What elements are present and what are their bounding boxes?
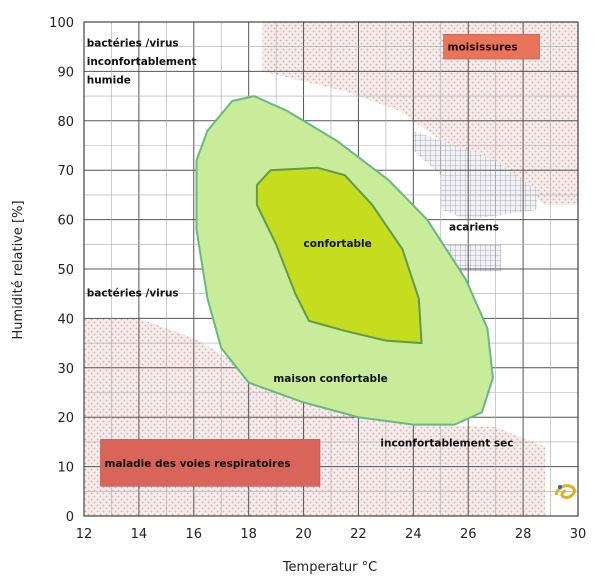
y-tick-label: 0	[66, 510, 74, 525]
x-axis-title: Temperatur °C	[282, 560, 377, 575]
region-label-2: humide	[87, 74, 131, 86]
x-tick-label: 30	[570, 527, 587, 542]
region-label-4: confortable	[304, 238, 372, 250]
badge-1	[100, 439, 321, 487]
regions-layer	[195, 95, 494, 426]
region-label-1: inconfortablement	[87, 56, 197, 68]
region-labels-layer: bactéries /virus inconfortablement humide b…	[87, 38, 514, 450]
x-tick-label: 26	[460, 527, 477, 542]
y-tick-label: 50	[57, 263, 74, 278]
plot-frame	[83, 21, 579, 517]
badge-0	[443, 34, 540, 60]
region-label-6: maison confortable	[273, 373, 387, 385]
region-label-5: acariens	[449, 221, 499, 233]
y-tick-label: 10	[57, 461, 74, 476]
logo-icon	[554, 484, 576, 499]
y-tick-label: 20	[57, 411, 74, 426]
badge-label-0: moisissures	[448, 42, 518, 54]
mite-mesh-zone-small	[446, 244, 502, 272]
x-tick-label: 24	[405, 527, 422, 542]
y-tick-label: 40	[57, 312, 74, 327]
x-tick-label: 14	[131, 527, 148, 542]
y-tick-label: 30	[57, 362, 74, 377]
y-tick-label: 70	[57, 164, 74, 179]
badge-label-1: maladie des voies respiratoires	[104, 458, 290, 470]
x-tick-label: 28	[515, 527, 532, 542]
badges-layer: moisissures maladie des voies respiratoir…	[100, 34, 540, 487]
x-tick-label: 18	[240, 527, 257, 542]
y-tick-label: 90	[57, 65, 74, 80]
region-label-3: bactéries /virus	[87, 288, 179, 300]
mite-mesh-zone	[413, 130, 537, 220]
tick-labels-layer: 12 14 16 18 20 22 24 26 28 30 0 10 20 30 40 50 60 70 80 90 1…	[49, 16, 586, 542]
y-tick-label: 60	[57, 214, 74, 229]
region-1	[255, 166, 423, 345]
hatched-zone-0	[262, 22, 578, 205]
x-tick-label: 12	[76, 527, 93, 542]
x-tick-label: 16	[186, 527, 203, 542]
y-tick-label: 100	[49, 16, 74, 31]
y-tick-label: 80	[57, 115, 74, 130]
x-tick-label: 22	[350, 527, 367, 542]
region-label-0: bactéries /virus	[87, 38, 179, 50]
region-label-7: inconfortablement sec	[380, 437, 513, 449]
x-tick-label: 20	[295, 527, 312, 542]
y-axis-title: Humidité relative [%]	[11, 200, 26, 339]
